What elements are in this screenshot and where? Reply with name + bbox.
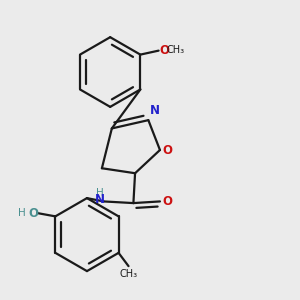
Text: O: O: [29, 206, 39, 220]
Text: CH₃: CH₃: [119, 269, 138, 279]
Text: N: N: [95, 193, 105, 206]
Text: CH₃: CH₃: [167, 45, 185, 55]
Text: O: O: [163, 143, 172, 157]
Text: H: H: [18, 208, 26, 218]
Text: O: O: [160, 44, 170, 57]
Text: O: O: [162, 195, 172, 208]
Text: H: H: [96, 188, 104, 199]
Text: N: N: [150, 104, 160, 118]
